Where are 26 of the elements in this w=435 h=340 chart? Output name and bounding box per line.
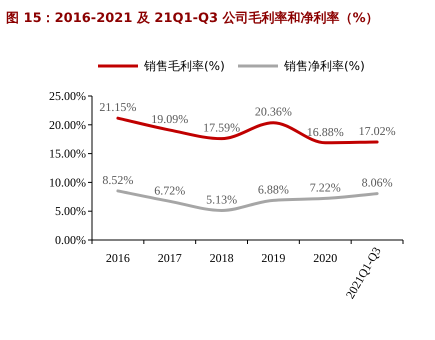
chart-title: 图 15：2016-2021 及 21Q1-Q3 公司毛利率和净利率（%） bbox=[6, 10, 379, 26]
data-label: 7.22% bbox=[310, 180, 341, 194]
data-label: 5.13% bbox=[206, 192, 238, 206]
data-label: 19.09% bbox=[151, 112, 188, 126]
legend-label: 销售毛利率(%) bbox=[143, 59, 225, 73]
y-tick-label: 5.00% bbox=[55, 204, 86, 218]
data-label: 20.36% bbox=[254, 104, 292, 119]
x-tick-label: 2017 bbox=[158, 251, 182, 265]
data-label: 6.88% bbox=[258, 182, 289, 196]
data-label: 21.15% bbox=[99, 100, 136, 114]
x-tick-label: 2020 bbox=[313, 251, 338, 265]
y-tick-label: 15.00% bbox=[49, 146, 86, 161]
data-label: 6.72% bbox=[154, 183, 186, 198]
y-tick-label: 0.00% bbox=[55, 233, 86, 247]
y-tick-label: 25.00% bbox=[49, 89, 86, 103]
data-label: 17.59% bbox=[203, 120, 240, 135]
data-label: 8.06% bbox=[362, 176, 393, 190]
data-label: 17.02% bbox=[358, 124, 396, 138]
y-tick-label: 10.00% bbox=[49, 175, 86, 190]
y-tick-label: 20.00% bbox=[49, 118, 86, 132]
x-tick-label: 2019 bbox=[261, 251, 286, 265]
legend-label: 销售净利率(%) bbox=[283, 59, 365, 73]
data-label: 8.52% bbox=[102, 172, 134, 187]
data-label: 16.88% bbox=[306, 124, 344, 139]
x-tick-label: 2018 bbox=[210, 251, 234, 265]
x-tick-label: 2016 bbox=[106, 251, 130, 265]
